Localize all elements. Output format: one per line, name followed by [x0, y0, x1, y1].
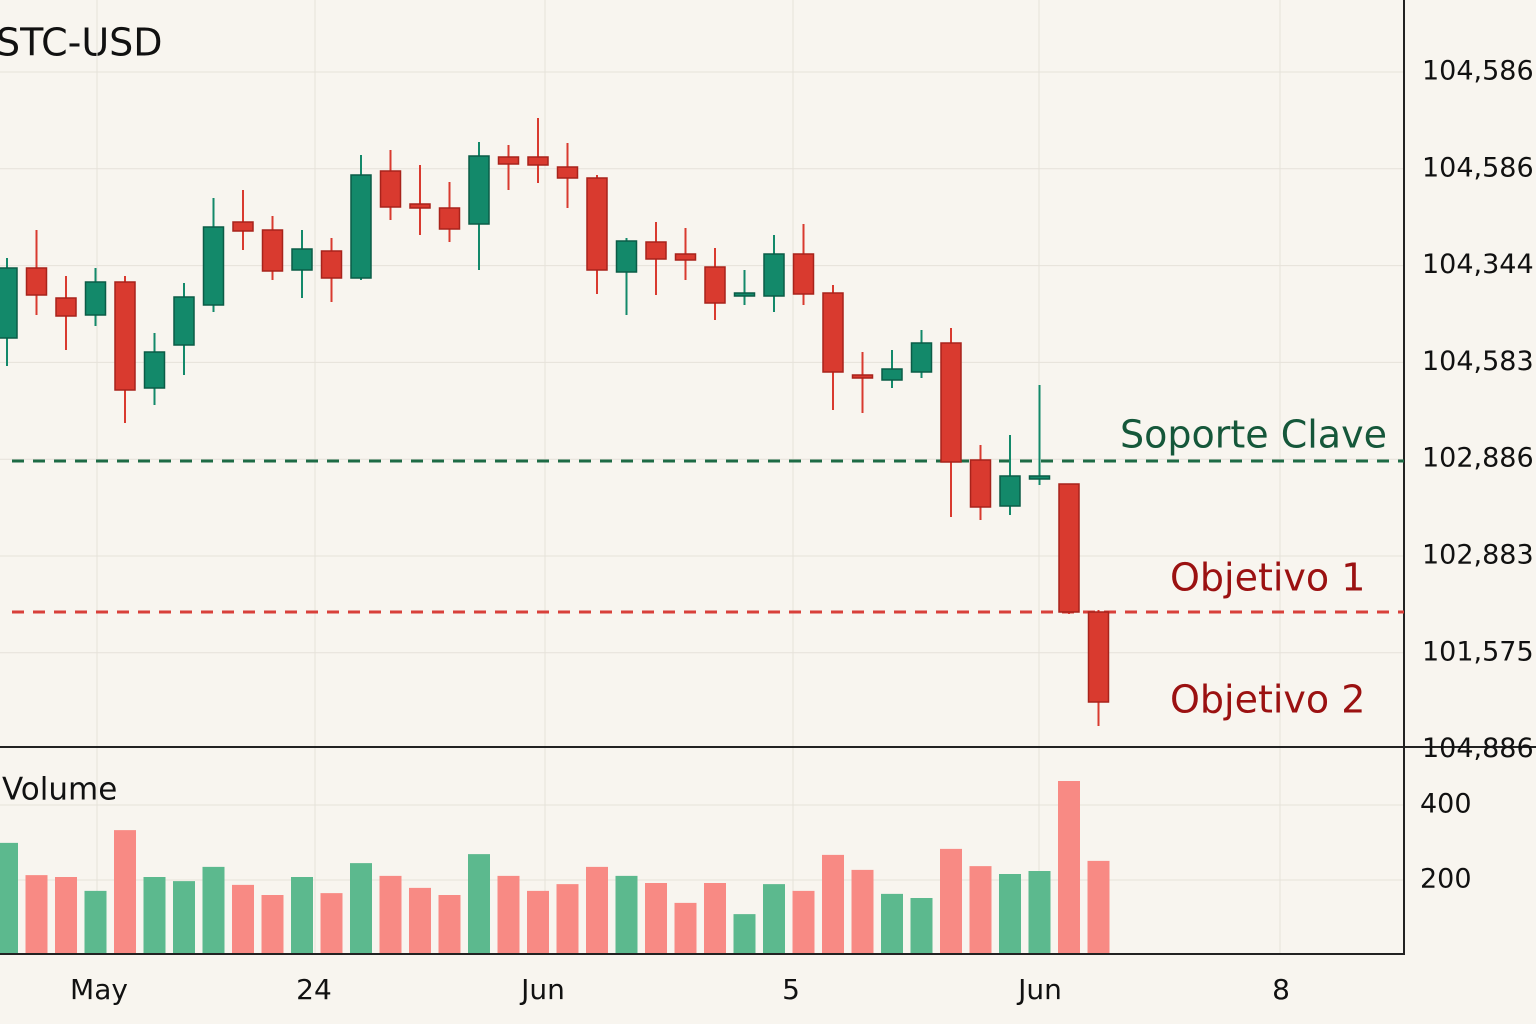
volume-bar: [615, 875, 638, 953]
candle-body: [881, 368, 903, 381]
volume-bar: [173, 881, 195, 953]
volume-bar: [851, 869, 874, 953]
volume-tick-label: 400: [1420, 789, 1472, 820]
candle-body: [173, 296, 195, 346]
candle-body: [674, 253, 697, 261]
volume-bar: [1058, 781, 1080, 953]
candle-body: [969, 459, 992, 508]
volume-bar: [379, 875, 402, 953]
volume-bar: [497, 875, 520, 953]
candle-body: [527, 156, 549, 166]
y-tick-label: 102,883: [1422, 540, 1534, 571]
volume-bar: [25, 875, 48, 953]
y-tick-label: 104,583: [1422, 346, 1534, 377]
level-label: Objetivo 1: [1170, 556, 1365, 600]
chart-title: STC-USD: [0, 21, 163, 65]
y-tick-label: 102,886: [1422, 443, 1534, 474]
y-tick-label: 104,586: [1422, 152, 1534, 183]
y-tick-label: 104,886: [1422, 733, 1534, 764]
candle-body: [379, 170, 402, 208]
x-tick-label: 8: [1272, 973, 1290, 1006]
x-tick-label: Jun: [519, 973, 565, 1006]
volume-bar: [586, 866, 608, 953]
volume-bar: [674, 902, 697, 953]
candle-body: [291, 248, 313, 271]
volume-bar: [645, 883, 667, 953]
y-tick-label: 104,586: [1422, 56, 1534, 87]
volume-bar: [84, 890, 107, 953]
volume-bar: [350, 863, 372, 953]
volume-bar: [704, 883, 726, 953]
candle-body: [851, 374, 874, 379]
volume-bar: [202, 866, 225, 953]
volume-bar: [409, 887, 431, 953]
x-tick-label: 5: [782, 973, 800, 1006]
candle-body: [114, 281, 136, 391]
volume-bar: [320, 893, 343, 953]
volume-tick-label: 200: [1420, 864, 1472, 895]
candle-body: [468, 155, 490, 225]
volume-bar: [232, 884, 254, 953]
x-tick-label: Jun: [1016, 973, 1062, 1006]
volume-bar: [733, 914, 756, 953]
level-label: Soporte Clave: [1120, 413, 1387, 457]
candle-body: [645, 241, 667, 260]
candle-body: [733, 292, 756, 297]
volume-bar: [468, 854, 490, 953]
candle-body: [763, 253, 785, 297]
candle-body: [0, 267, 18, 339]
volume-bar: [940, 848, 962, 953]
volume-bar: [1028, 871, 1051, 953]
volume-bar: [1087, 860, 1110, 953]
volume-bar: [55, 877, 77, 953]
candle-body: [438, 207, 461, 230]
volume-bar: [822, 854, 844, 953]
volume-bar: [527, 890, 549, 953]
candle-body: [143, 351, 166, 389]
candle-body: [792, 253, 815, 295]
candle-body: [615, 240, 638, 273]
candle-body: [704, 266, 726, 304]
candle-body: [55, 297, 77, 317]
volume-bar: [999, 874, 1021, 953]
candle-body: [940, 342, 962, 463]
volume-bar: [0, 842, 18, 953]
volume-bar: [438, 895, 461, 953]
candle-body: [25, 267, 48, 296]
candle-body: [320, 250, 343, 279]
candle-body: [232, 221, 254, 232]
candle-body: [202, 226, 225, 306]
candle-body: [409, 203, 431, 209]
y-tick-label: 101,575: [1422, 636, 1534, 667]
candle-body: [497, 156, 520, 165]
volume-bar: [261, 895, 284, 953]
candle-body: [1087, 611, 1110, 703]
volume-bar: [763, 884, 785, 953]
volume-label: Volume: [2, 772, 117, 808]
volume-bar: [910, 898, 933, 953]
x-tick-label: 24: [296, 973, 332, 1006]
volume-bar: [556, 884, 579, 953]
candle-body: [822, 292, 844, 373]
volume-bar: [969, 866, 992, 953]
candle-body: [586, 177, 608, 271]
candle-body: [1058, 483, 1080, 613]
volume-bar: [792, 890, 815, 953]
candle-body: [910, 342, 933, 373]
volume-bar: [143, 877, 166, 953]
volume-bar: [881, 893, 903, 953]
annotation: Objetivo 2: [1170, 678, 1365, 722]
volume-bar: [291, 877, 313, 953]
candle-body: [1028, 475, 1051, 480]
x-tick-label: May: [70, 973, 128, 1006]
candle-body: [261, 229, 284, 272]
candle-body: [556, 166, 579, 179]
candle-body: [84, 281, 107, 316]
y-tick-label: 104,344: [1422, 249, 1534, 280]
candle-body: [350, 174, 372, 279]
volume-bar: [114, 830, 136, 953]
candle-body: [999, 475, 1021, 507]
